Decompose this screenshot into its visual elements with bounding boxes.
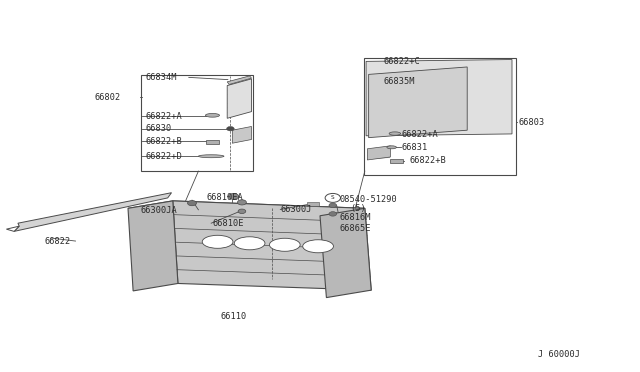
Ellipse shape (202, 235, 233, 248)
Text: 66300JA: 66300JA (141, 206, 177, 215)
Ellipse shape (198, 155, 224, 158)
Polygon shape (173, 201, 371, 290)
Text: 66822: 66822 (45, 237, 71, 246)
Text: 66816M: 66816M (339, 213, 371, 222)
Polygon shape (366, 60, 512, 136)
Ellipse shape (303, 240, 333, 253)
Text: 66822+A: 66822+A (402, 130, 438, 139)
Polygon shape (367, 146, 390, 160)
Polygon shape (232, 126, 252, 143)
Text: 66822+A: 66822+A (146, 112, 182, 121)
Text: S: S (331, 195, 335, 201)
Text: 66830: 66830 (146, 124, 172, 133)
Circle shape (188, 201, 196, 206)
Text: 66865E: 66865E (339, 224, 371, 233)
Ellipse shape (387, 146, 397, 149)
Circle shape (238, 209, 246, 214)
Circle shape (228, 193, 239, 199)
Ellipse shape (389, 132, 401, 135)
Text: 66822+D: 66822+D (146, 152, 182, 161)
Text: 66822+B: 66822+B (146, 137, 182, 146)
Ellipse shape (269, 238, 300, 251)
Text: 66802: 66802 (95, 93, 121, 102)
Ellipse shape (234, 237, 265, 250)
Text: (5): (5) (351, 204, 367, 213)
Polygon shape (128, 201, 178, 291)
Polygon shape (227, 76, 252, 84)
Bar (206, 140, 219, 144)
Circle shape (329, 212, 337, 216)
Circle shape (332, 195, 340, 199)
Text: 66831: 66831 (402, 143, 428, 152)
Text: 08540-51290: 08540-51290 (339, 195, 397, 203)
Circle shape (329, 203, 337, 208)
Text: 66822+B: 66822+B (410, 156, 446, 165)
Bar (307, 202, 319, 206)
Circle shape (237, 200, 246, 205)
Polygon shape (227, 79, 252, 118)
Polygon shape (6, 226, 19, 231)
Polygon shape (369, 67, 467, 138)
Bar (390, 159, 403, 163)
Text: 66300J: 66300J (280, 205, 312, 214)
Circle shape (325, 193, 340, 202)
Circle shape (227, 126, 234, 131)
Polygon shape (128, 201, 365, 216)
Polygon shape (14, 193, 172, 231)
Text: 66810EA: 66810EA (206, 193, 243, 202)
Bar (141, 75, 253, 171)
Text: 66803: 66803 (518, 118, 545, 126)
Text: 66822+C: 66822+C (384, 57, 420, 65)
Text: J 60000J: J 60000J (538, 350, 580, 359)
Text: 66834M: 66834M (146, 73, 177, 82)
Polygon shape (320, 208, 371, 298)
Text: 66810E: 66810E (212, 219, 244, 228)
Bar (364, 58, 516, 175)
Text: 66835M: 66835M (384, 77, 415, 86)
Text: 66110: 66110 (221, 312, 247, 321)
Ellipse shape (205, 113, 220, 117)
